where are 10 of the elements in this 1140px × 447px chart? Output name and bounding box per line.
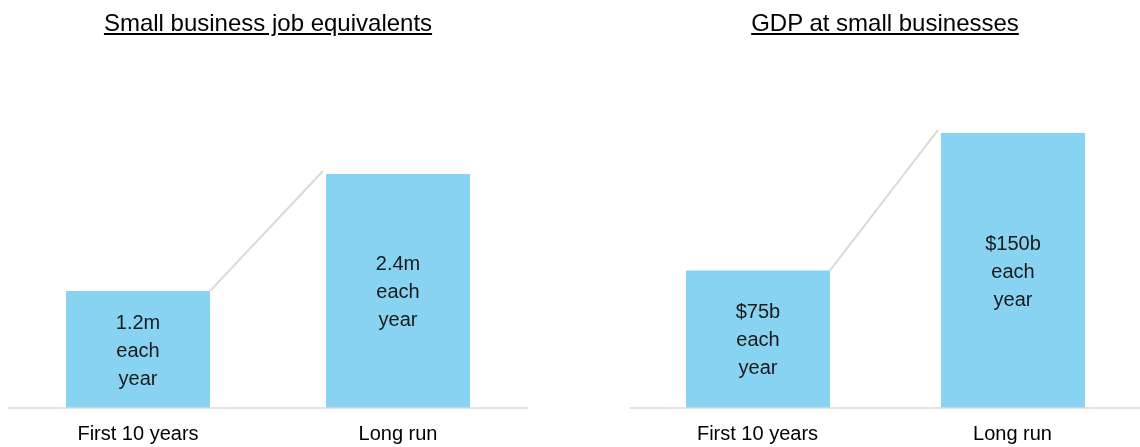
chart-title: Small business job equivalents (102, 8, 434, 38)
x-tick-label: Long run (973, 422, 1052, 445)
x-tick-label: First 10 years (77, 422, 199, 445)
chart-title: GDP at small businesses (750, 8, 1020, 38)
data-label: 1.2m each year (115, 310, 161, 389)
x-tick-label: Long run (358, 422, 438, 445)
data-label: 2.4m each year (375, 252, 421, 330)
data-label: $75b each year (735, 300, 781, 379)
data-label: $150b each year (985, 231, 1041, 310)
x-tick-label: First 10 years (696, 422, 819, 445)
